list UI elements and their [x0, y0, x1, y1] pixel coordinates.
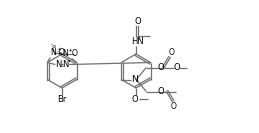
Text: O: O — [174, 63, 181, 72]
Text: +: + — [67, 48, 72, 53]
Text: N: N — [55, 60, 61, 69]
Text: O: O — [158, 63, 164, 72]
Text: O: O — [58, 48, 64, 57]
Text: O: O — [72, 49, 78, 58]
Text: O: O — [135, 16, 141, 26]
Text: HN: HN — [131, 36, 143, 45]
Text: O: O — [158, 87, 164, 96]
Text: N: N — [62, 49, 68, 58]
Text: O: O — [132, 95, 138, 103]
Text: Br: Br — [57, 95, 67, 103]
Text: ⁻o: ⁻o — [50, 44, 57, 49]
Text: N: N — [131, 75, 138, 84]
Text: O: O — [168, 48, 174, 57]
Text: O: O — [170, 102, 176, 111]
Text: ⁻o: ⁻o — [55, 51, 62, 56]
Text: N': N' — [62, 60, 71, 69]
Text: N: N — [51, 48, 56, 57]
Text: +: + — [56, 47, 61, 52]
